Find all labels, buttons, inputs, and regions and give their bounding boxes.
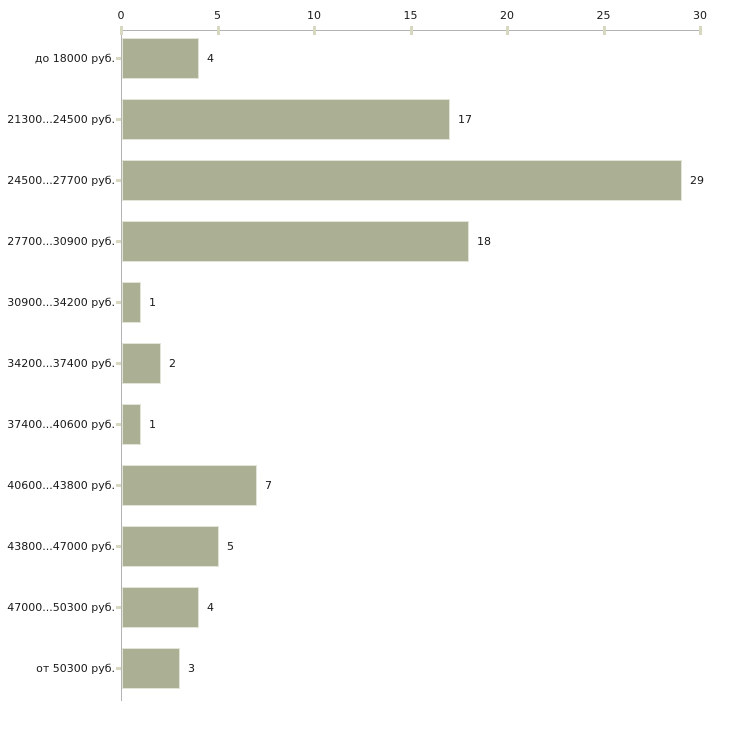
x-tick-mark xyxy=(313,26,316,35)
category-label: 47000...50300 руб. xyxy=(7,601,115,614)
bar-row: 47000...50300 руб. 4 xyxy=(0,579,730,640)
category-label: 34200...37400 руб. xyxy=(7,357,115,370)
bar-row: 24500...27700 руб. 29 xyxy=(0,152,730,213)
bar xyxy=(122,221,469,262)
y-axis-line xyxy=(121,30,122,701)
value-label: 2 xyxy=(169,357,176,370)
y-tick-mark xyxy=(116,301,121,304)
category-label: 21300...24500 руб. xyxy=(7,113,115,126)
x-tick-label: 10 xyxy=(307,9,321,22)
bar xyxy=(122,465,257,506)
value-label: 18 xyxy=(477,235,491,248)
y-tick-mark xyxy=(116,423,121,426)
bar-row: от 50300 руб. 3 xyxy=(0,640,730,701)
value-label: 4 xyxy=(207,52,214,65)
bar-row: 40600...43800 руб. 7 xyxy=(0,457,730,518)
x-tick-label: 20 xyxy=(500,9,514,22)
value-label: 29 xyxy=(690,174,704,187)
x-tick-label: 25 xyxy=(596,9,611,22)
y-tick-mark xyxy=(116,606,121,609)
bar xyxy=(122,160,682,201)
y-tick-mark xyxy=(116,240,121,243)
x-tick-mark xyxy=(699,26,702,35)
bar xyxy=(122,648,180,689)
x-tick-mark xyxy=(602,26,606,35)
value-label: 5 xyxy=(227,540,234,553)
bar xyxy=(122,38,199,79)
bar xyxy=(122,343,161,384)
bar-row: 43800...47000 руб. 5 xyxy=(0,518,730,579)
category-label: 40600...43800 руб. xyxy=(7,479,115,492)
y-tick-mark xyxy=(116,362,121,365)
bar-row: 30900...34200 руб. 1 xyxy=(0,274,730,335)
y-tick-mark xyxy=(116,667,121,670)
x-tick-label: 30 xyxy=(693,9,707,22)
value-label: 4 xyxy=(207,601,214,614)
bar-row: 34200...37400 руб. 2 xyxy=(0,335,730,396)
category-label: до 18000 руб. xyxy=(34,52,115,65)
category-label: 43800...47000 руб. xyxy=(7,540,115,553)
bar-row: 37400...40600 руб. 1 xyxy=(0,396,730,457)
y-tick-mark xyxy=(116,118,121,121)
bar xyxy=(122,404,141,445)
category-label: 30900...34200 руб. xyxy=(7,296,115,309)
y-tick-mark xyxy=(116,57,121,60)
y-tick-mark xyxy=(116,545,121,548)
bar xyxy=(122,99,450,140)
x-tick-label: 15 xyxy=(403,9,418,22)
bar xyxy=(122,587,199,628)
x-tick-mark xyxy=(216,26,220,35)
value-label: 7 xyxy=(265,479,272,492)
bar-row: 21300...24500 руб. 17 xyxy=(0,91,730,152)
x-tick-mark xyxy=(506,26,509,35)
value-label: 1 xyxy=(149,296,156,309)
x-tick-mark xyxy=(120,26,123,35)
y-tick-mark xyxy=(116,179,121,182)
value-label: 3 xyxy=(188,662,195,675)
category-label: от 50300 руб. xyxy=(36,662,115,675)
bar xyxy=(122,282,141,323)
bar-row: 27700...30900 руб. 18 xyxy=(0,213,730,274)
category-label: 37400...40600 руб. xyxy=(7,418,115,431)
x-tick-label: 5 xyxy=(214,9,221,22)
value-label: 17 xyxy=(458,113,472,126)
value-label: 1 xyxy=(149,418,156,431)
bar xyxy=(122,526,219,567)
category-label: 24500...27700 руб. xyxy=(7,174,115,187)
x-tick-mark xyxy=(409,26,413,35)
bar-row: до 18000 руб. 4 xyxy=(0,30,730,91)
x-tick-label: 0 xyxy=(117,9,125,22)
y-tick-mark xyxy=(116,484,121,487)
category-label: 27700...30900 руб. xyxy=(7,235,115,248)
